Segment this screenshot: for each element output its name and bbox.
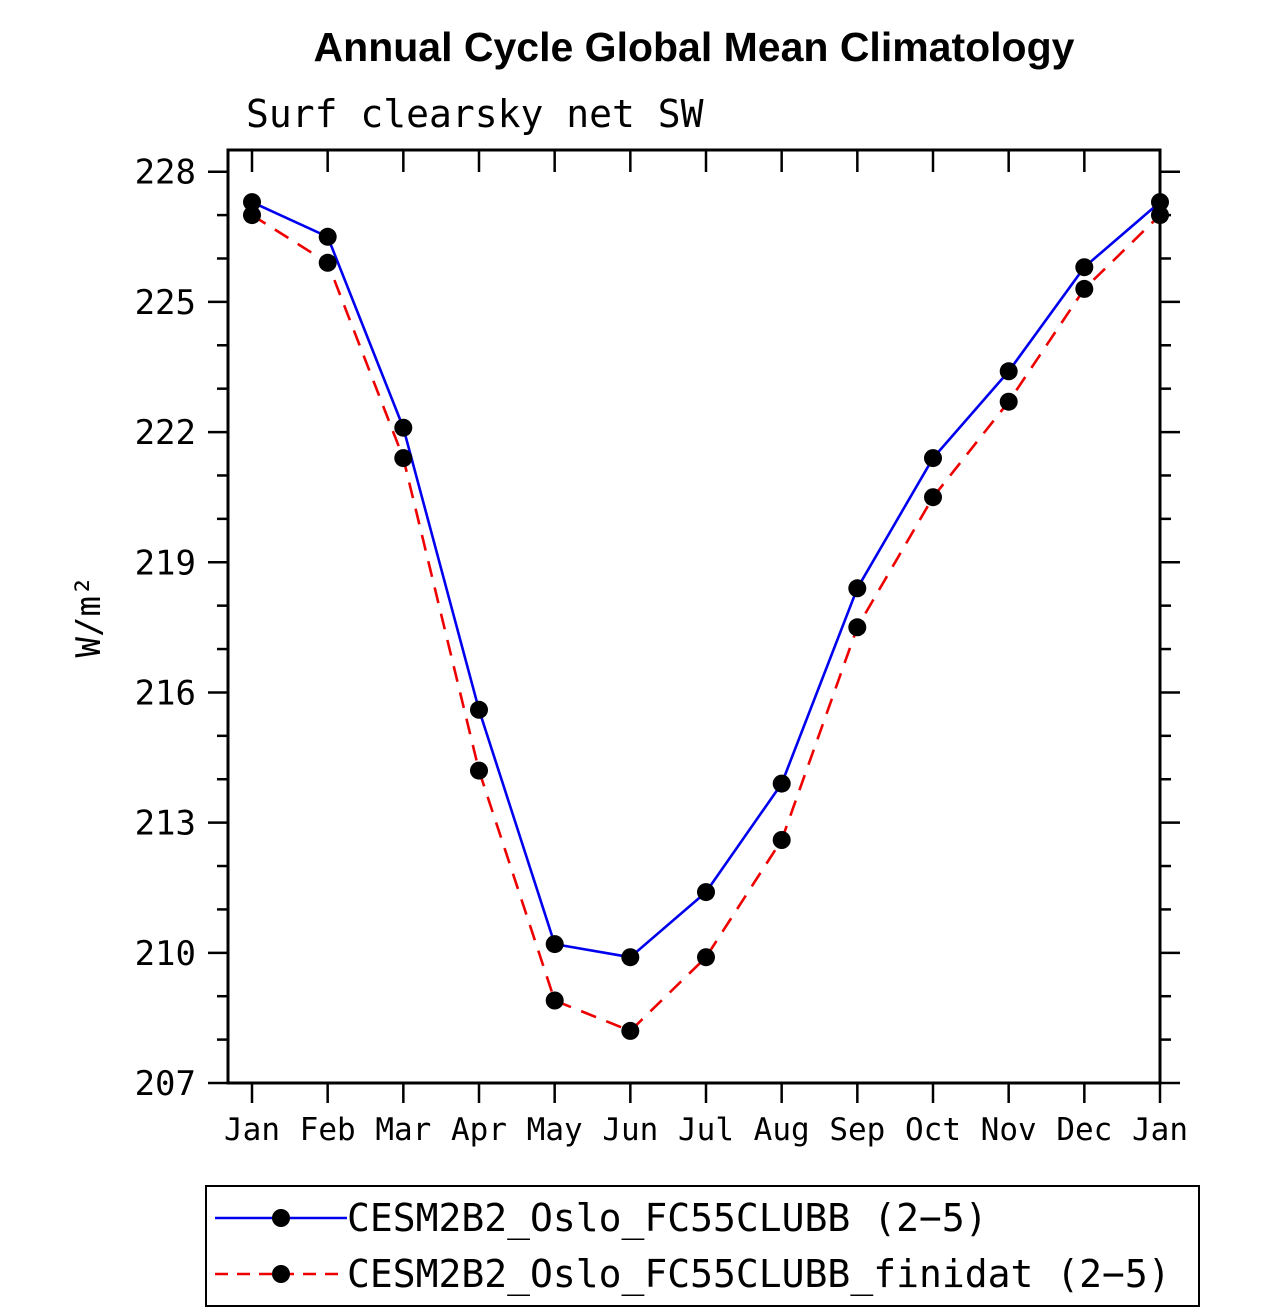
y-tick-label: 207 bbox=[135, 1064, 196, 1104]
legend-marker-dot bbox=[272, 1265, 290, 1283]
y-tick-label: 219 bbox=[135, 543, 196, 583]
data-point-marker bbox=[318, 227, 337, 246]
y-tick-label: 210 bbox=[135, 934, 196, 974]
data-point-marker bbox=[243, 193, 261, 212]
data-point-marker bbox=[243, 206, 261, 225]
legend-line-sample-dashed bbox=[215, 1265, 347, 1283]
series-markers-1 bbox=[243, 206, 1169, 1040]
x-tick-label: May bbox=[527, 1112, 583, 1148]
y-tick-label: 213 bbox=[135, 804, 196, 844]
data-point-marker bbox=[621, 948, 640, 967]
x-tick-label: Nov bbox=[981, 1112, 1037, 1148]
y-tick-labels: 207 210 213 216 219 222 225 228 bbox=[135, 153, 196, 1104]
series-markers-0 bbox=[243, 193, 1169, 967]
x-tick-label: Feb bbox=[300, 1112, 356, 1148]
series-line-0 bbox=[251, 200, 1161, 959]
y-tick-label: 225 bbox=[135, 283, 196, 323]
x-tick-label: Jan bbox=[1132, 1112, 1188, 1148]
chart-title: Annual Cycle Global Mean Climatology bbox=[313, 24, 1075, 70]
data-point-marker bbox=[697, 948, 715, 967]
y-axis-ticks bbox=[208, 170, 1180, 1085]
series-line-1 bbox=[251, 214, 1161, 1033]
data-point-marker bbox=[318, 253, 337, 272]
data-point-marker bbox=[1151, 193, 1169, 212]
y-axis-label: W/m² bbox=[69, 576, 109, 658]
data-point-marker bbox=[924, 449, 942, 468]
x-tick-label: Dec bbox=[1056, 1112, 1112, 1148]
x-tick-label: Oct bbox=[905, 1112, 961, 1148]
plot-frame bbox=[226, 148, 1162, 1085]
data-point-marker bbox=[999, 392, 1018, 411]
data-point-marker bbox=[545, 935, 564, 954]
data-point-marker bbox=[924, 488, 942, 507]
data-point-marker bbox=[848, 579, 867, 598]
y-tick-label: 228 bbox=[135, 153, 196, 193]
x-tick-label: Jan bbox=[224, 1112, 280, 1148]
legend-line-sample-solid bbox=[215, 1209, 347, 1227]
y-tick-label: 222 bbox=[135, 413, 196, 453]
data-point-marker bbox=[1075, 258, 1094, 277]
data-point-marker bbox=[394, 418, 413, 437]
data-point-marker bbox=[621, 1021, 640, 1040]
data-point-marker bbox=[772, 831, 791, 849]
x-tick-label: Mar bbox=[375, 1112, 431, 1148]
data-point-marker bbox=[772, 774, 791, 793]
x-tick-label: Jul bbox=[678, 1112, 734, 1148]
legend-item: CESM2B2_Oslo_FC55CLUBB_finidat (2−5) bbox=[215, 1246, 1198, 1302]
data-point-marker bbox=[1075, 279, 1094, 298]
x-tick-label: Sep bbox=[829, 1112, 885, 1148]
legend: CESM2B2_Oslo_FC55CLUBB (2−5) CESM2B2_Osl… bbox=[205, 1185, 1200, 1307]
x-tick-label: Aug bbox=[754, 1112, 810, 1148]
data-point-marker bbox=[999, 362, 1018, 381]
data-point-marker bbox=[470, 761, 488, 780]
data-point-marker bbox=[394, 449, 413, 468]
legend-marker-dot bbox=[272, 1209, 290, 1227]
x-tick-labels: Jan Feb Mar Apr May Jun Jul Aug Sep Oct Nov Dec Jan bbox=[224, 1112, 1188, 1148]
legend-label: CESM2B2_Oslo_FC55CLUBB_finidat (2−5) bbox=[347, 1252, 1171, 1296]
data-point-marker bbox=[697, 883, 715, 902]
data-point-marker bbox=[848, 618, 867, 637]
data-point-marker bbox=[1151, 206, 1169, 225]
x-tick-label: Jun bbox=[602, 1112, 658, 1148]
data-point-marker bbox=[545, 991, 564, 1010]
legend-item: CESM2B2_Oslo_FC55CLUBB (2−5) bbox=[215, 1190, 1198, 1246]
chart-subtitle: Surf clearsky net SW bbox=[246, 92, 704, 136]
legend-label: CESM2B2_Oslo_FC55CLUBB (2−5) bbox=[347, 1196, 988, 1240]
data-point-marker bbox=[470, 700, 488, 719]
x-tick-label: Apr bbox=[451, 1112, 507, 1148]
y-tick-label: 216 bbox=[135, 673, 196, 713]
